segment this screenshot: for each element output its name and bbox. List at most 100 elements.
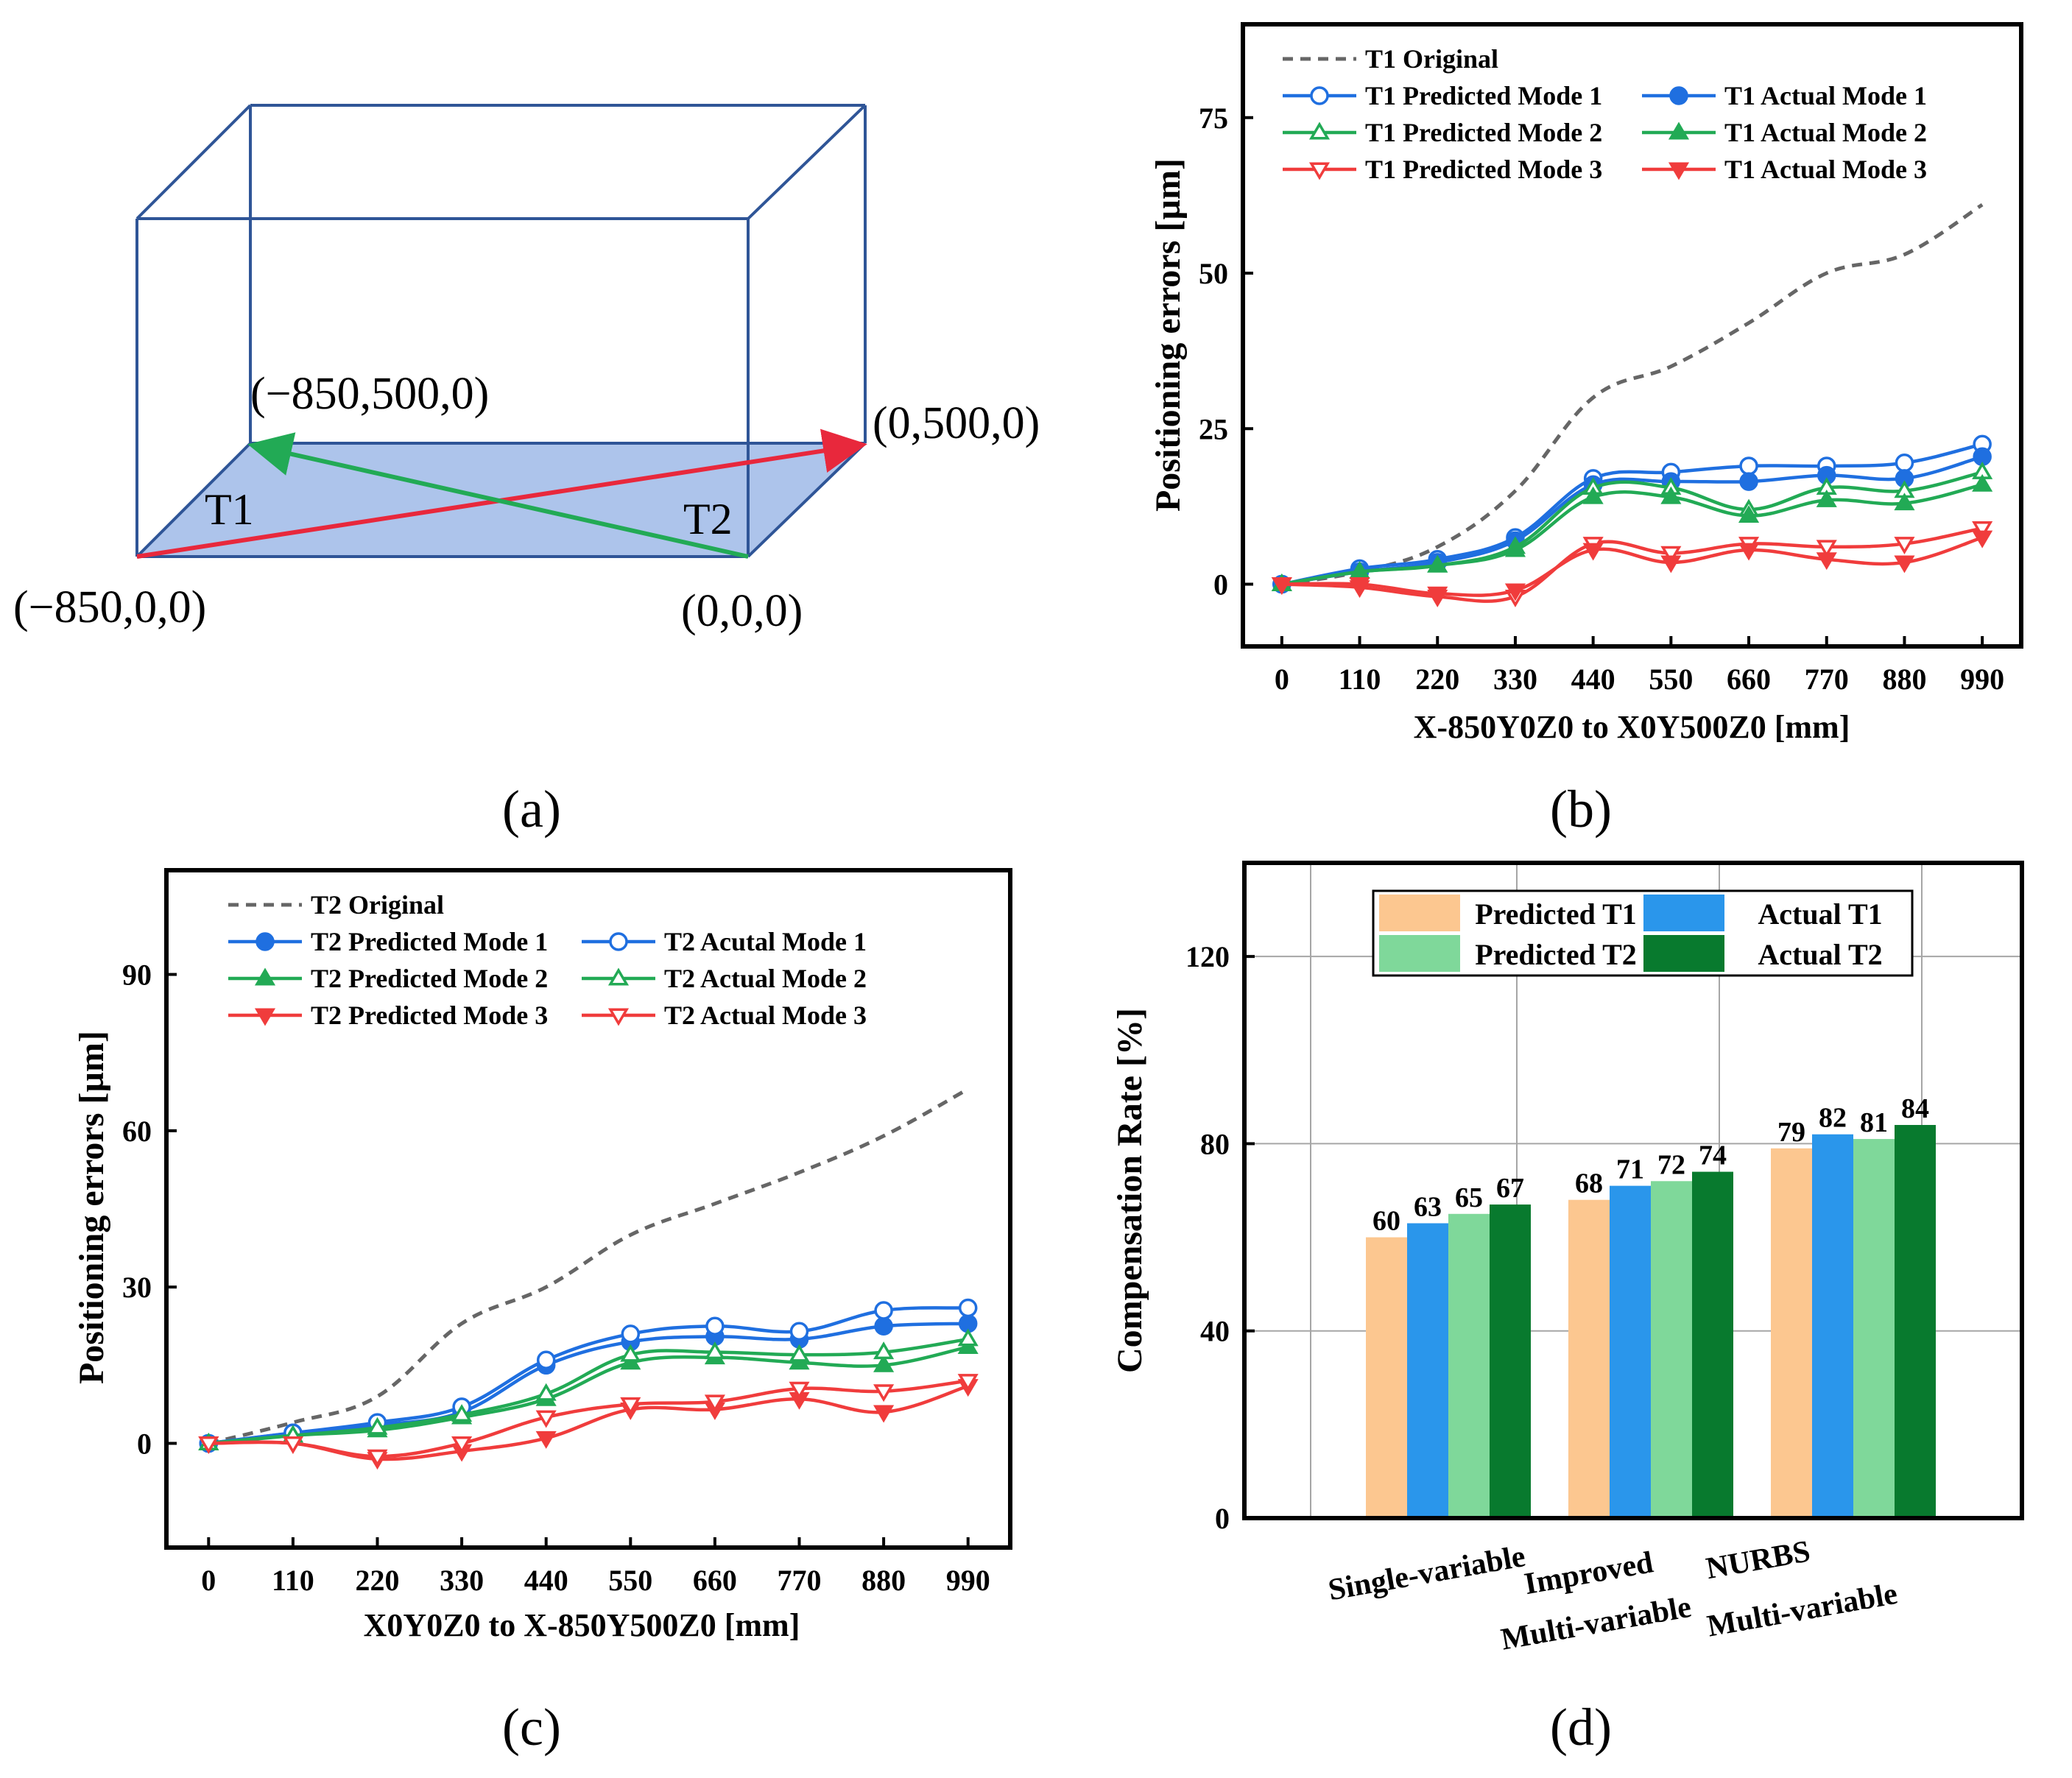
corner-right-front-label: (0,0,0) [681, 586, 803, 636]
chart-c-point [451, 1404, 473, 1422]
chart-d-legend-entry: Actual T1 [1643, 895, 1883, 931]
chart-b-xtick-label: 880 [1882, 663, 1926, 696]
chart-c-legend-entry: T2 Actual Mode 2 [582, 964, 867, 993]
chart-c-legend-marker [607, 967, 630, 986]
chart-c-legend-label: T2 Predicted Mode 1 [311, 927, 548, 956]
chart-d-bar-predicted-t2 [1853, 1139, 1895, 1518]
chart-b-legend-label: T1 Predicted Mode 1 [1365, 81, 1602, 110]
panel-label-c: (c) [502, 1698, 561, 1757]
chart-b-ylabel: Positioning errors [µm] [1149, 158, 1188, 512]
chart-c-point [874, 1301, 893, 1320]
chart-c-point [535, 1383, 557, 1401]
chart-d-ytick-label: 0 [1215, 1502, 1230, 1535]
chart-b-ytick-label: 50 [1199, 257, 1228, 290]
chart-c-xtick-label: 990 [946, 1564, 990, 1597]
chart-c-ytick-label: 90 [122, 959, 152, 992]
chart-b-legend-marker [1308, 121, 1331, 140]
chart-d-bar-actual-t1 [1812, 1134, 1853, 1518]
chart-d-value-label: 84 [1901, 1093, 1929, 1124]
chart-d-value-label: 67 [1496, 1173, 1524, 1204]
chart-b-xtick-label: 220 [1415, 663, 1459, 696]
chart-b-xtick-label: 660 [1727, 663, 1771, 696]
chart-d-bars: 60 63 65 67 68 71 72 74 79 82 81 84 [1366, 1093, 1936, 1518]
chart-c-xtick-label: 770 [778, 1564, 822, 1597]
chart-b-xtick-label: 550 [1649, 663, 1693, 696]
chart-d-legend-swatch [1379, 935, 1460, 972]
chart-b-legend-entry: T1 Predicted Mode 3 [1283, 155, 1602, 184]
chart-c-legend-label: T2 Actual Mode 2 [664, 964, 867, 993]
chart-c-point [957, 1374, 979, 1391]
chart-b-point [1660, 555, 1682, 574]
chart-b-axes: 0 110 220 330 440 550 660 770 880 990 0 25 50 75 [1199, 102, 2004, 696]
chart-c-point [536, 1350, 556, 1369]
chart-d-bar-actual-t2 [1692, 1171, 1733, 1518]
chart-c-point [282, 1436, 303, 1454]
chart-b-xtick-label: 330 [1493, 663, 1537, 696]
chart-d-bar-predicted-t1 [1568, 1199, 1610, 1518]
chart-c-point [789, 1322, 809, 1341]
chart-d-value-label: 74 [1699, 1140, 1727, 1171]
chart-d-category-label: Multi-variable [1705, 1577, 1900, 1644]
chart-c-xtick-label: 220 [356, 1564, 400, 1597]
chart-d-bar-predicted-t2 [1448, 1213, 1490, 1518]
chart-b-legend-entry: T1 Predicted Mode 2 [1283, 118, 1602, 147]
chart-b-point [1660, 486, 1682, 504]
chart-c-legend-label: T2 Original [311, 890, 444, 920]
chart-d: 60 63 65 67 68 71 72 74 79 82 81 84 0 40 80 120 Single-… [1110, 861, 2024, 1657]
chart-b-point [1895, 453, 1914, 473]
chart-b-legend: T1 Original T1 Predicted Mode 1 T1 Actual … [1283, 44, 1927, 184]
chart-c-legend-entry: T2 Predicted Mode 3 [228, 1001, 548, 1030]
chart-c-frame [164, 868, 1012, 1550]
chart-d-value-label: 72 [1657, 1149, 1685, 1180]
chart-c-xtick-label: 880 [861, 1564, 906, 1597]
chart-c-line-t2-acutal-mode-1 [208, 1306, 968, 1445]
chart-c-series-t2-original [208, 1087, 969, 1445]
chart-d-category-label: NURBS [1704, 1534, 1813, 1586]
chart-d-legend-label: Predicted T2 [1475, 938, 1637, 971]
chart-b-line-t1-actual-mode-3 [1281, 535, 1983, 597]
chart-b-series-t1-actual-mode-3 [1271, 530, 1993, 604]
chart-c-xtick-label: 330 [440, 1564, 484, 1597]
chart-d-legend-label: Predicted T1 [1475, 897, 1637, 931]
chart-b-legend-entry: T1 Original [1283, 44, 1498, 74]
chart-b-point [1349, 577, 1370, 595]
chart-b-point [1816, 552, 1837, 571]
chart-b-line-t1-predicted-mode-3 [1281, 526, 1983, 603]
chart-c-xtick-label: 660 [693, 1564, 737, 1597]
chart-d-ytick-label: 120 [1185, 940, 1230, 973]
chart-b-legend-label: T1 Actual Mode 3 [1724, 155, 1927, 184]
chart-c-point [873, 1384, 895, 1403]
chart-c-line-t2-actual-mode-3 [208, 1379, 968, 1458]
chart-c: 0 110 220 330 440 550 660 770 880 990 0 30 60 90 T2 O… [72, 868, 1012, 1643]
chart-b-legend-label: T1 Original [1365, 44, 1498, 74]
chart-b-point [1738, 543, 1760, 561]
chart-b-series-t1-original [1281, 202, 1984, 586]
chart-c-legend-label: T2 Actual Mode 3 [664, 1001, 867, 1030]
chart-b-line-t1-predicted-mode-1 [1281, 442, 1983, 586]
chart-b-xtick-label: 0 [1275, 663, 1289, 696]
chart-c-legend-marker [609, 932, 628, 951]
chart-d-bar-predicted-t2 [1651, 1181, 1692, 1518]
chart-c-legend-label: T2 Acutal Mode 1 [664, 927, 867, 956]
chart-b-point [1660, 546, 1682, 564]
chart-c-series-t2-actual-mode-3 [198, 1374, 979, 1467]
chart-c-xtick-label: 110 [272, 1564, 314, 1597]
panel-label-a: (a) [502, 780, 561, 839]
chart-c-series-t2-predicted-mode-3 [198, 1379, 979, 1470]
chart-c-legend-entry: T2 Original [228, 890, 444, 920]
chart-c-legend-marker [256, 932, 275, 951]
chart-d-legend-entry: Predicted T1 [1379, 895, 1637, 931]
chart-b-legend-marker [1668, 162, 1690, 180]
chart-b-legend-label: T1 Predicted Mode 3 [1365, 155, 1602, 184]
chart-d-ylabel: Compensation Rate [%] [1110, 1008, 1149, 1373]
chart-c-line-t2-original [208, 1087, 969, 1445]
chart-c-series-t2-acutal-mode-1 [199, 1298, 978, 1453]
panel-label-b: (b) [1550, 780, 1612, 839]
chart-d-value-label: 68 [1575, 1168, 1603, 1199]
chart-b-point [1582, 486, 1604, 504]
chart-c-line-t2-actual-mode-2 [208, 1337, 969, 1445]
chart-d-value-label: 81 [1860, 1107, 1888, 1138]
corner-right-back-label: (0,500,0) [873, 398, 1040, 448]
chart-d-ytick-label: 40 [1200, 1315, 1230, 1348]
